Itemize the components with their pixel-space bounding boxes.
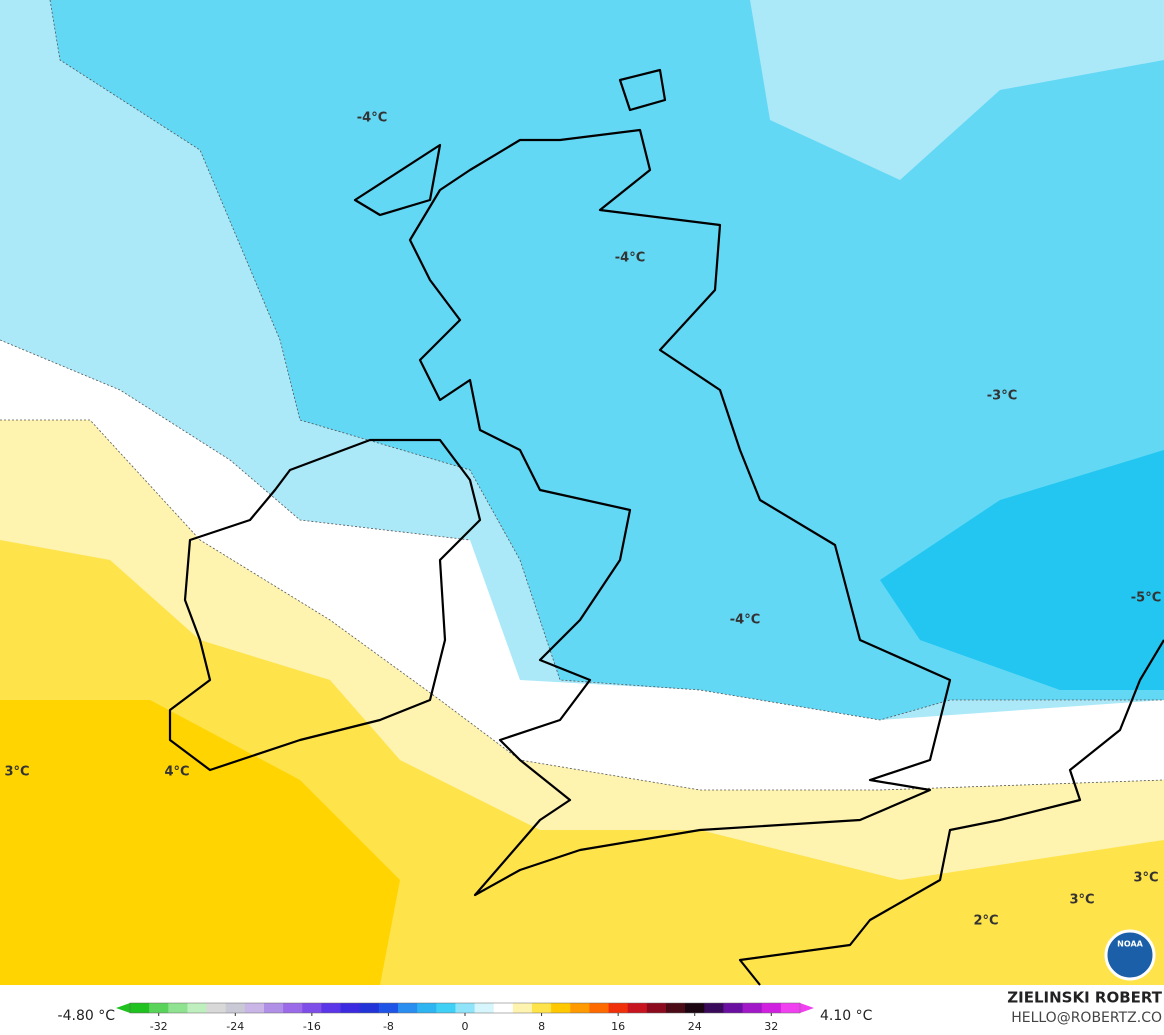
max-label: 4.10 °C bbox=[820, 1008, 873, 1024]
colorbar-tick-label: -16 bbox=[303, 1020, 321, 1033]
temperature-label: 3°C bbox=[1133, 871, 1158, 886]
colorbar-segment bbox=[168, 1003, 188, 1013]
colorbar-segment bbox=[570, 1003, 590, 1013]
colorbar-segment bbox=[436, 1003, 456, 1013]
colorbar-segment bbox=[627, 1003, 648, 1013]
colorbar-arrow bbox=[116, 1003, 130, 1013]
cold-region bbox=[50, 0, 1164, 720]
temperature-label: 4°C bbox=[164, 765, 189, 780]
colorbar-segment bbox=[340, 1003, 361, 1013]
temperature-label: -4°C bbox=[357, 111, 387, 126]
colorbar-segment bbox=[532, 1003, 552, 1013]
colorbar-segment bbox=[589, 1003, 610, 1013]
colorbar-tick-label: -24 bbox=[226, 1020, 244, 1033]
colorbar-arrow bbox=[800, 1003, 814, 1013]
colorbar-segment bbox=[187, 1003, 208, 1013]
colorbar-segment bbox=[742, 1003, 763, 1013]
temperature-label: -3°C bbox=[987, 389, 1017, 404]
colder-region bbox=[880, 450, 1164, 690]
colorbar-segment bbox=[321, 1003, 342, 1013]
bottom-bar: -4.80 °C 4.10 °C ZIELINSKI ROBERT HELLO@… bbox=[58, 989, 1163, 1034]
colorbar-segment bbox=[264, 1003, 284, 1013]
contour-line bbox=[0, 339, 471, 541]
colorbar-tick-label: 8 bbox=[538, 1020, 545, 1033]
colorbar-segment bbox=[283, 1003, 303, 1013]
zero-band bbox=[0, 340, 1164, 790]
colorbar-segment bbox=[474, 1003, 495, 1013]
colorbar-segment bbox=[723, 1003, 744, 1013]
logo-text: NOAA bbox=[1117, 940, 1143, 949]
colorbar-tick-label: 24 bbox=[688, 1020, 702, 1033]
colorbar-segment bbox=[704, 1003, 724, 1013]
map: -4°C -4°C -3°C -4°C -5°C 3°C 4°C 2°C 3°C 3°C NOAA bbox=[0, 0, 1164, 986]
colorbar-segment bbox=[130, 1003, 150, 1013]
colorbar-segment bbox=[149, 1003, 169, 1013]
colorbar-segment bbox=[244, 1003, 265, 1013]
temperature-label: 3°C bbox=[1069, 893, 1094, 908]
contour-line bbox=[0, 419, 1164, 791]
colorbar-segment bbox=[608, 1003, 629, 1013]
colorbar-segment bbox=[455, 1003, 476, 1013]
colorbar-tick-label: 32 bbox=[764, 1020, 778, 1033]
colorbar-tick-label: -8 bbox=[383, 1020, 394, 1033]
colorbar-segment bbox=[206, 1003, 227, 1013]
warmer-region bbox=[0, 700, 400, 985]
ireland-coast bbox=[168, 438, 482, 772]
temperature-label: 2°C bbox=[973, 914, 998, 929]
credit-name: ZIELINSKI ROBERT bbox=[1007, 989, 1162, 1007]
colorbar-segment bbox=[359, 1003, 380, 1013]
europe-coast bbox=[738, 639, 1164, 986]
colorbar-segment bbox=[302, 1003, 322, 1013]
colorbar-tick-label: 0 bbox=[462, 1020, 469, 1033]
logo-circle bbox=[1104, 929, 1156, 981]
colorbar-segment bbox=[666, 1003, 686, 1013]
great-britain-coast bbox=[408, 128, 952, 897]
colorbar-tick-label: 16 bbox=[611, 1020, 625, 1033]
temperature-label: -4°C bbox=[615, 251, 645, 266]
colorbar-segment bbox=[493, 1003, 514, 1013]
min-label: -4.80 °C bbox=[58, 1008, 116, 1024]
colorbar-segment bbox=[646, 1003, 667, 1013]
colorbar-segment bbox=[685, 1003, 705, 1013]
colorbar-segment bbox=[417, 1003, 437, 1013]
colorbar-segment bbox=[378, 1003, 399, 1013]
colorbar-segment bbox=[551, 1003, 571, 1013]
temperature-label: -5°C bbox=[1131, 591, 1161, 606]
colorbar-segment bbox=[780, 1003, 801, 1013]
colorbar-segment bbox=[761, 1003, 782, 1013]
temperature-label: -4°C bbox=[730, 613, 760, 628]
temperature-label: 3°C bbox=[4, 765, 29, 780]
colorbar-segment bbox=[398, 1003, 418, 1013]
islands bbox=[353, 68, 667, 217]
contour-line bbox=[49, 0, 1164, 721]
noaa-logo: NOAA bbox=[1104, 929, 1156, 981]
colorbar-segment bbox=[512, 1003, 533, 1013]
colorbar-segment bbox=[225, 1003, 246, 1013]
colorbar-tick-label: -32 bbox=[150, 1020, 168, 1033]
credit-contact: HELLO@ROBERTZ.CO bbox=[1011, 1010, 1162, 1026]
